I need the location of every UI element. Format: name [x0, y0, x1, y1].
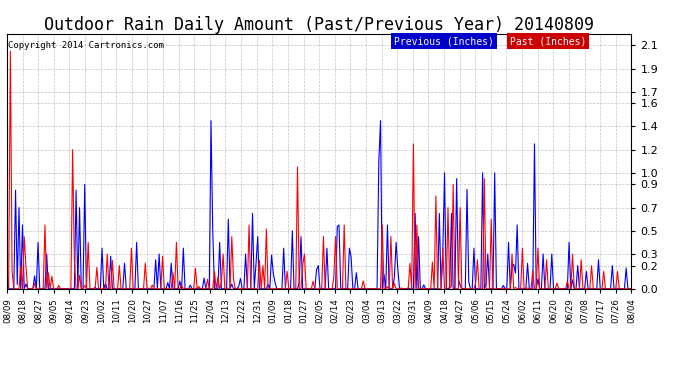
- Previous (Inches): [456, 283, 464, 288]
- Previous (Inches): [330, 286, 338, 291]
- Text: Past (Inches): Past (Inches): [510, 36, 586, 46]
- Previous (Inches): [471, 286, 480, 291]
- Previous (Inches): [5, 286, 13, 291]
- Previous (Inches): [222, 286, 230, 291]
- Line: Previous (Inches): Previous (Inches): [7, 121, 631, 289]
- Previous (Inches): [468, 286, 476, 291]
- Past (Inches): [3, 286, 11, 291]
- Title: Outdoor Rain Daily Amount (Past/Previous Year) 20140809: Outdoor Rain Daily Amount (Past/Previous…: [44, 16, 594, 34]
- Past (Inches): [627, 286, 635, 291]
- Past (Inches): [221, 286, 229, 291]
- Previous (Inches): [548, 252, 556, 256]
- Line: Past (Inches): Past (Inches): [7, 51, 631, 289]
- Previous (Inches): [3, 266, 11, 270]
- Previous (Inches): [207, 118, 215, 123]
- Past (Inches): [546, 286, 554, 291]
- Text: Previous (Inches): Previous (Inches): [394, 36, 494, 46]
- Text: Copyright 2014 Cartronics.com: Copyright 2014 Cartronics.com: [8, 41, 164, 50]
- Past (Inches): [466, 286, 475, 291]
- Previous (Inches): [627, 286, 635, 291]
- Past (Inches): [328, 286, 336, 291]
- Past (Inches): [454, 286, 462, 291]
- Past (Inches): [470, 286, 478, 291]
- Past (Inches): [6, 49, 14, 53]
